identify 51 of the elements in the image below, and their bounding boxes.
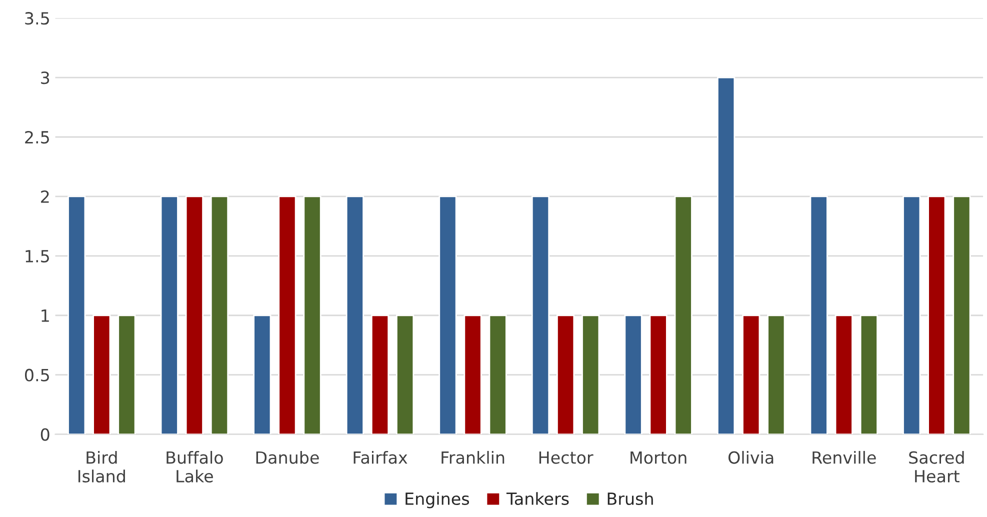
bar xyxy=(488,314,507,434)
x-tick-label: Hector xyxy=(539,451,594,464)
bar xyxy=(396,314,414,434)
y-tick-label: 1 xyxy=(42,310,49,322)
bar xyxy=(582,314,600,434)
x-tick-label: Morton xyxy=(630,451,686,464)
bar xyxy=(624,314,642,434)
bar xyxy=(438,196,457,434)
bar xyxy=(556,314,575,434)
x-tick-label: Buffalo Lake xyxy=(166,450,223,483)
bar xyxy=(464,314,482,434)
x-tick-label: Bird Island xyxy=(78,450,125,483)
bar xyxy=(928,196,946,434)
bar xyxy=(160,196,178,434)
x-tick-label: Fairfax xyxy=(354,450,408,464)
y-tick-label: 1.5 xyxy=(26,250,49,262)
bar xyxy=(210,196,229,434)
bar xyxy=(952,196,971,434)
bar xyxy=(346,196,364,434)
bar xyxy=(767,314,786,434)
y-tick-label: 2.5 xyxy=(25,130,49,144)
y-tick-label: 0.5 xyxy=(25,368,49,382)
x-tick-label: Renville xyxy=(812,450,876,464)
bar xyxy=(303,196,322,434)
bar xyxy=(118,314,136,434)
y-tick-label: 3.5 xyxy=(25,12,49,25)
bar xyxy=(92,314,111,434)
legend-label: Engines xyxy=(406,492,470,508)
y-tick-label: 0 xyxy=(40,428,50,441)
legend-label: Tankers xyxy=(506,492,569,506)
bar xyxy=(531,196,550,434)
x-tick-label: Franklin xyxy=(442,450,504,464)
bar xyxy=(860,314,878,434)
bar xyxy=(834,314,853,434)
bar xyxy=(370,314,390,434)
x-tick-label: Olivia xyxy=(728,450,774,464)
bar xyxy=(253,314,272,434)
bar xyxy=(649,314,668,434)
bar xyxy=(674,196,692,434)
bar xyxy=(810,196,828,434)
bar xyxy=(717,76,736,434)
x-tick-label: Danube xyxy=(256,450,319,464)
bar xyxy=(742,314,760,434)
bar xyxy=(68,196,86,434)
bar xyxy=(902,196,921,434)
legend-label: Brush xyxy=(608,492,653,506)
bar xyxy=(278,196,296,434)
bar xyxy=(185,196,204,434)
y-tick-label: 2 xyxy=(41,190,49,203)
x-tick-label: Sacred Heart xyxy=(909,450,964,483)
y-tick-label: 3 xyxy=(41,72,50,84)
